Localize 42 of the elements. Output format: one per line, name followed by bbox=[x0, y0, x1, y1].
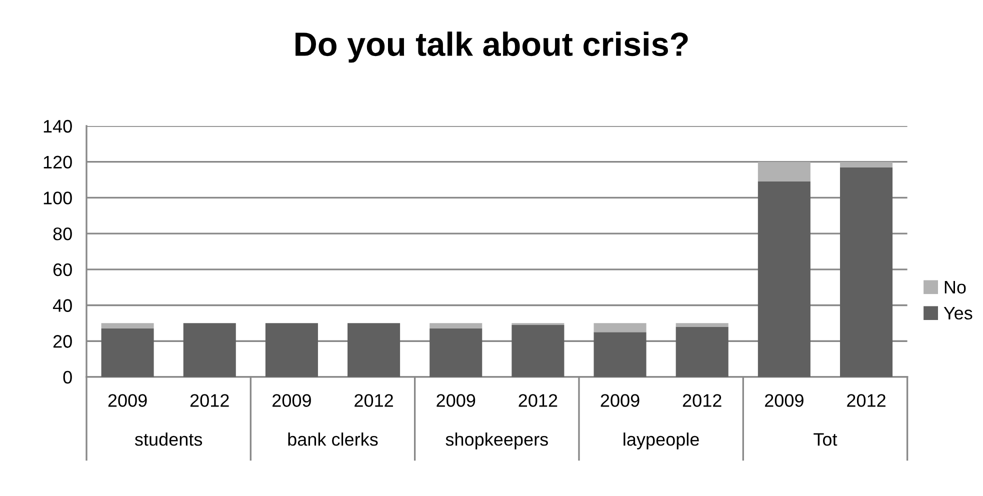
text: students bbox=[134, 432, 202, 446]
bar bbox=[101, 328, 154, 377]
y-tick-label: 0 bbox=[63, 370, 72, 384]
y-tick-label: 120 bbox=[44, 156, 72, 169]
text: bank clerks bbox=[288, 432, 378, 446]
bar bbox=[676, 323, 728, 327]
text: Tot bbox=[814, 433, 838, 446]
y-tick-label: 140 bbox=[44, 120, 72, 133]
x-tick-label: 2012 bbox=[847, 394, 886, 407]
y-tick-label: 80 bbox=[53, 227, 72, 240]
bar bbox=[430, 328, 482, 377]
bar bbox=[840, 167, 893, 377]
text: laypeople bbox=[624, 432, 699, 450]
x-tick-label: 2012 bbox=[518, 394, 558, 407]
y-tick-label: 20 bbox=[53, 335, 72, 348]
bar bbox=[183, 323, 236, 377]
text: shopkeepers bbox=[446, 432, 548, 450]
bar bbox=[265, 323, 318, 377]
bar bbox=[430, 323, 482, 329]
x-tick-label: 2009 bbox=[600, 394, 640, 407]
chart-title: Do you talk about crisis? bbox=[296, 32, 688, 63]
y-tick-label: 60 bbox=[53, 263, 72, 276]
x-tick-label: 2012 bbox=[354, 394, 393, 407]
legend-label: No bbox=[944, 280, 966, 294]
x-tick-label: 2012 bbox=[190, 394, 229, 407]
bar bbox=[594, 323, 646, 332]
bar bbox=[594, 332, 646, 377]
x-tick-label: 2009 bbox=[436, 394, 476, 407]
bar bbox=[676, 326, 728, 377]
bar bbox=[512, 324, 564, 377]
x-tick-label: 2009 bbox=[272, 394, 311, 407]
legend-label: Yes bbox=[944, 306, 972, 320]
bar bbox=[758, 162, 810, 182]
bar bbox=[348, 323, 400, 377]
y-tick-label: 100 bbox=[44, 192, 72, 204]
bar bbox=[101, 323, 154, 329]
y-tick-label: 40 bbox=[52, 299, 72, 312]
bar bbox=[840, 162, 893, 168]
x-tick-label: 2009 bbox=[765, 394, 804, 407]
x-tick-label: 2012 bbox=[682, 394, 722, 407]
x-tick-label: 2009 bbox=[108, 394, 147, 407]
bar bbox=[758, 182, 810, 377]
